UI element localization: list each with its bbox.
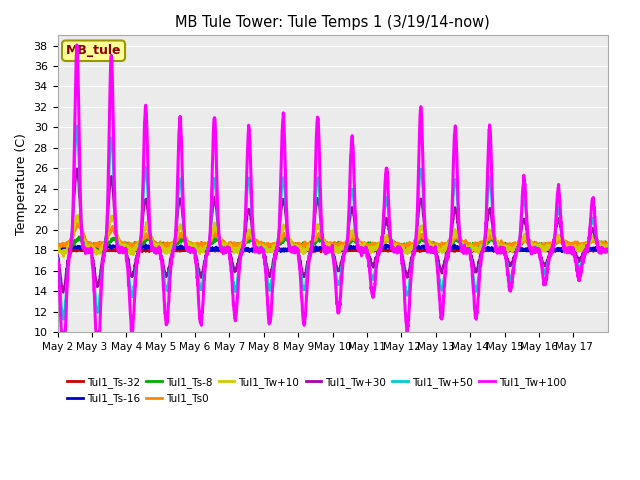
- Title: MB Tule Tower: Tule Temps 1 (3/19/14-now): MB Tule Tower: Tule Temps 1 (3/19/14-now…: [175, 15, 490, 30]
- Y-axis label: Temperature (C): Temperature (C): [15, 133, 28, 235]
- Legend: Tul1_Ts-32, Tul1_Ts-16, Tul1_Ts-8, Tul1_Ts0, Tul1_Tw+10, Tul1_Tw+30, Tul1_Tw+50,: Tul1_Ts-32, Tul1_Ts-16, Tul1_Ts-8, Tul1_…: [63, 373, 571, 408]
- Text: MB_tule: MB_tule: [66, 44, 122, 57]
